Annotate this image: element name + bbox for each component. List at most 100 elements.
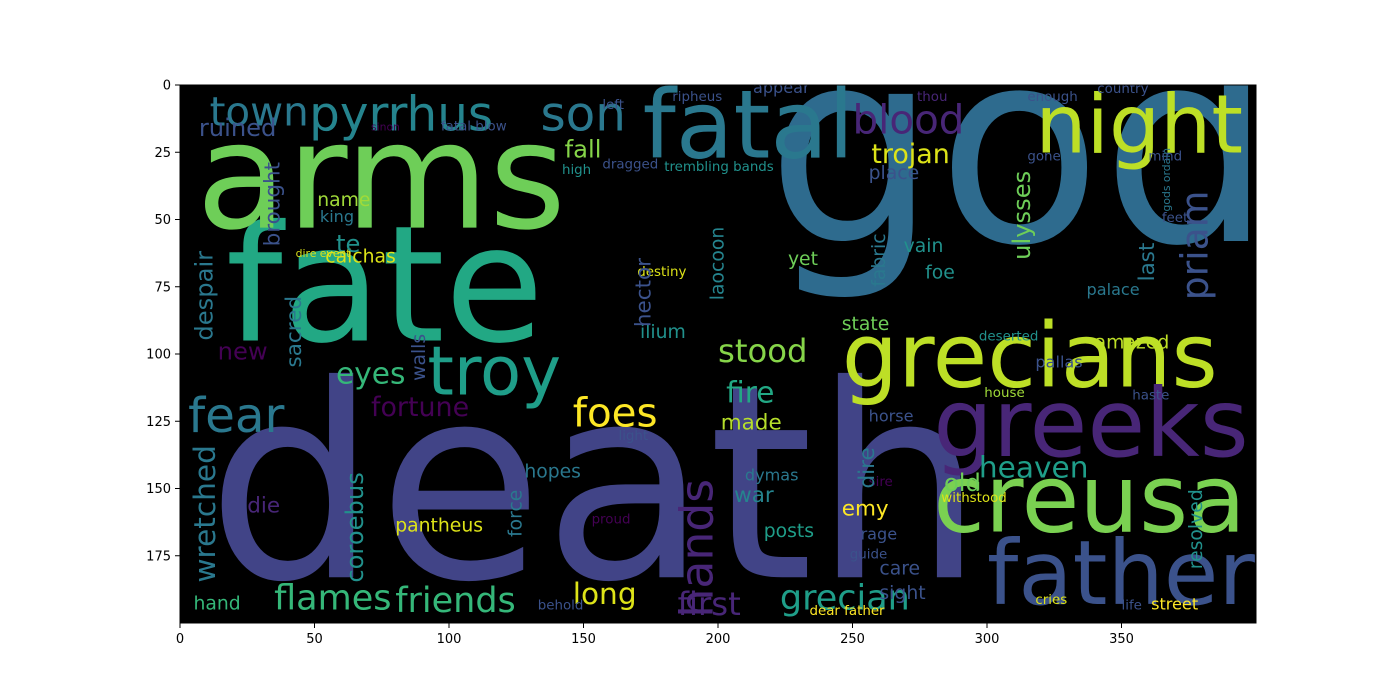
word-walls: walls [409, 334, 430, 381]
word-cries: cries [1035, 593, 1067, 608]
word-behold: behold [538, 599, 584, 614]
word-deserted: deserted [979, 330, 1038, 345]
word-ruined: ruined [199, 114, 277, 142]
word-heaven: heaven [979, 451, 1089, 485]
y-tick-label: 75 [154, 280, 171, 295]
x-tick: 250 [840, 623, 865, 647]
word-son: son [540, 87, 626, 143]
word-new: new [218, 337, 268, 365]
word-trojan: trojan [871, 139, 949, 170]
x-tick-label: 100 [437, 632, 462, 647]
word-left: left [602, 98, 624, 113]
word-yet: yet [788, 249, 818, 270]
x-tick-label: 150 [571, 632, 596, 647]
word-war: war [734, 483, 774, 508]
word-sire: sire [869, 475, 893, 490]
word-ripheus: ripheus [672, 90, 722, 105]
word-vain: vain [904, 236, 944, 257]
word-feet: feet [1162, 211, 1188, 226]
word-fate: fate [226, 192, 544, 380]
word-blood: blood [853, 95, 965, 143]
word-place: place [869, 163, 920, 184]
word-grecians: grecians [842, 304, 1218, 407]
x-axis: 0 50 100 150 200 250 300 350 [176, 623, 1134, 647]
x-tick-label: 300 [975, 632, 1000, 647]
word-troy: troy [427, 332, 561, 410]
y-tick: 125 [146, 415, 180, 430]
word-light: light [618, 429, 648, 444]
y-tick: 175 [146, 549, 180, 564]
y-tick-label: 150 [146, 482, 171, 497]
word-rage: rage [861, 525, 898, 544]
word-sacred: sacred [282, 296, 307, 367]
word-ulysses: ulysses [1008, 171, 1036, 260]
word-coroebus: coroebus [341, 472, 369, 582]
word-fatal: fatal [643, 72, 854, 181]
word-dear-father: dear father [809, 604, 885, 619]
word-creusa: creusa [933, 446, 1246, 555]
word-sight: sight [879, 583, 925, 604]
word-despair: despair [190, 251, 218, 341]
word-dire-event: dire event [296, 247, 351, 260]
word-house: house [984, 386, 1024, 401]
word-guide: guide [850, 547, 887, 562]
word-palace: palace [1087, 280, 1140, 299]
plot-area [180, 85, 1256, 623]
y-tick: 25 [154, 146, 180, 161]
word-fabric: fabric [869, 233, 890, 286]
word-mind: mind [1148, 149, 1182, 164]
y-tick-label: 175 [146, 549, 171, 564]
word-gods: gods [766, 0, 1400, 305]
y-tick-label: 50 [154, 213, 171, 228]
word-trembling-bands: trembling bands [664, 160, 774, 175]
word-hopes: hopes [524, 462, 581, 483]
word-sinon: sinon [371, 121, 400, 134]
x-tick: 200 [706, 623, 730, 647]
y-tick: 75 [154, 280, 180, 295]
word-hector: hector [632, 258, 657, 327]
word-made: made [721, 410, 782, 435]
word-pantheus: pantheus [395, 516, 483, 537]
word-state: state [842, 314, 890, 335]
word-die: die [247, 494, 280, 519]
word-gods-ordain: gods ordain [1160, 148, 1173, 212]
word-king: king [320, 207, 354, 226]
x-tick-label: 350 [1109, 632, 1134, 647]
word-enough: enough [1027, 90, 1077, 105]
word-life: life [1122, 599, 1142, 614]
word-friends: friends [395, 581, 516, 621]
word-foe: foe [925, 263, 955, 284]
x-tick-label: 250 [840, 632, 865, 647]
word-father: father [987, 522, 1255, 625]
word-name: name [317, 190, 370, 211]
y-tick-label: 25 [154, 146, 171, 161]
word-haste: haste [1132, 389, 1169, 404]
y-axis: 0 25 50 75 100 125 150 175 [146, 79, 180, 564]
word-brought: brought [261, 162, 286, 247]
x-tick: 0 [176, 623, 184, 647]
y-tick-label: 100 [146, 348, 171, 363]
word-night: night [1035, 78, 1243, 172]
word-fortune: fortune [371, 392, 469, 423]
word-fire: fire [726, 375, 774, 409]
word-foes: foes [573, 389, 658, 437]
word-pyrrhus: pyrrhus [309, 87, 493, 143]
x-tick-label: 50 [306, 632, 323, 647]
word-grecian: grecian [780, 579, 910, 619]
word-last: last [1135, 243, 1160, 282]
y-tick-label: 0 [163, 79, 171, 94]
word-te: te [336, 230, 360, 258]
word-street: street [1151, 595, 1198, 614]
word-dymas: dymas [745, 465, 799, 484]
word-priam: priam [1173, 190, 1217, 300]
word-thou: thou [917, 90, 947, 105]
x-tick: 150 [571, 623, 596, 647]
word-horse: horse [869, 406, 914, 425]
y-tick: 150 [146, 482, 180, 497]
word-emy: emy [842, 496, 889, 521]
word-arms: arms [196, 91, 566, 263]
word-proud: proud [592, 512, 631, 527]
word-pallas: pallas [1035, 352, 1082, 371]
word-fatal-blow: fatal blow [441, 120, 507, 135]
